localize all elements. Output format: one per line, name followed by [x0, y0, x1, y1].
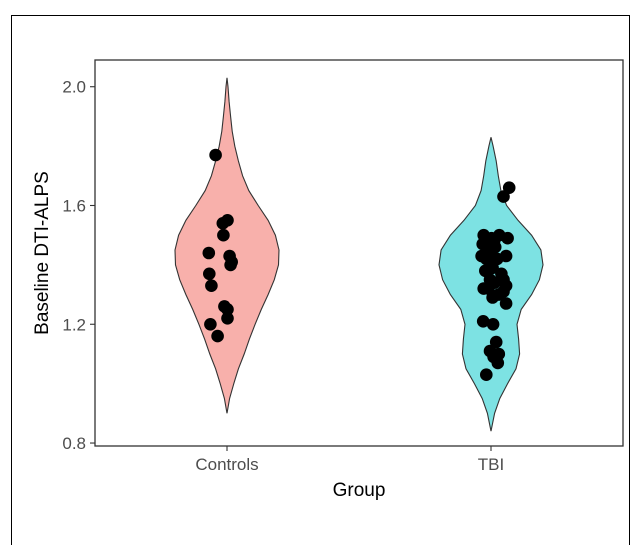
plot-panel: [94, 59, 624, 447]
figure-frame: [11, 15, 630, 545]
data-point-tbi: [489, 335, 503, 349]
data-point-tbi: [491, 356, 505, 370]
data-point-controls: [205, 279, 218, 293]
y-tick-label: 2.0: [62, 78, 86, 97]
data-point-tbi: [497, 190, 510, 203]
data-point-tbi: [480, 368, 493, 382]
data-point-controls: [203, 267, 216, 281]
data-point-controls: [221, 303, 234, 316]
data-point-tbi: [477, 282, 491, 295]
data-point-controls: [209, 148, 222, 162]
y-tick-label: 1.6: [62, 196, 86, 215]
x-tick-label: TBI: [478, 455, 504, 474]
data-point-controls: [221, 312, 234, 325]
data-point-tbi: [499, 249, 513, 263]
data-point-tbi: [486, 291, 499, 304]
data-point-controls: [211, 329, 224, 343]
data-point-tbi: [501, 231, 514, 245]
data-point-tbi: [499, 297, 513, 310]
data-point-controls: [204, 318, 217, 331]
data-point-controls: [202, 246, 216, 260]
x-axis-title: Group: [333, 480, 386, 501]
violin-controls: [174, 77, 280, 414]
y-tick-label: 1.2: [62, 315, 86, 334]
y-axis-title: Baseline DTI-ALPS: [32, 171, 53, 335]
x-axis: Controls TBI: [195, 446, 504, 474]
data-point-controls: [217, 228, 230, 242]
x-tick-label: Controls: [195, 455, 258, 474]
data-point-tbi: [486, 318, 500, 331]
data-point-tbi: [476, 315, 490, 328]
y-axis: 0.8 1.2 1.6 2.0: [62, 78, 95, 453]
data-point-controls: [225, 255, 238, 269]
data-point-controls: [216, 217, 230, 230]
data-points: [202, 148, 516, 382]
y-tick-label: 0.8: [62, 434, 86, 453]
violin-chart: 0.8 1.2 1.6 2.0 Controls TBI Group Baseline …: [32, 59, 624, 501]
